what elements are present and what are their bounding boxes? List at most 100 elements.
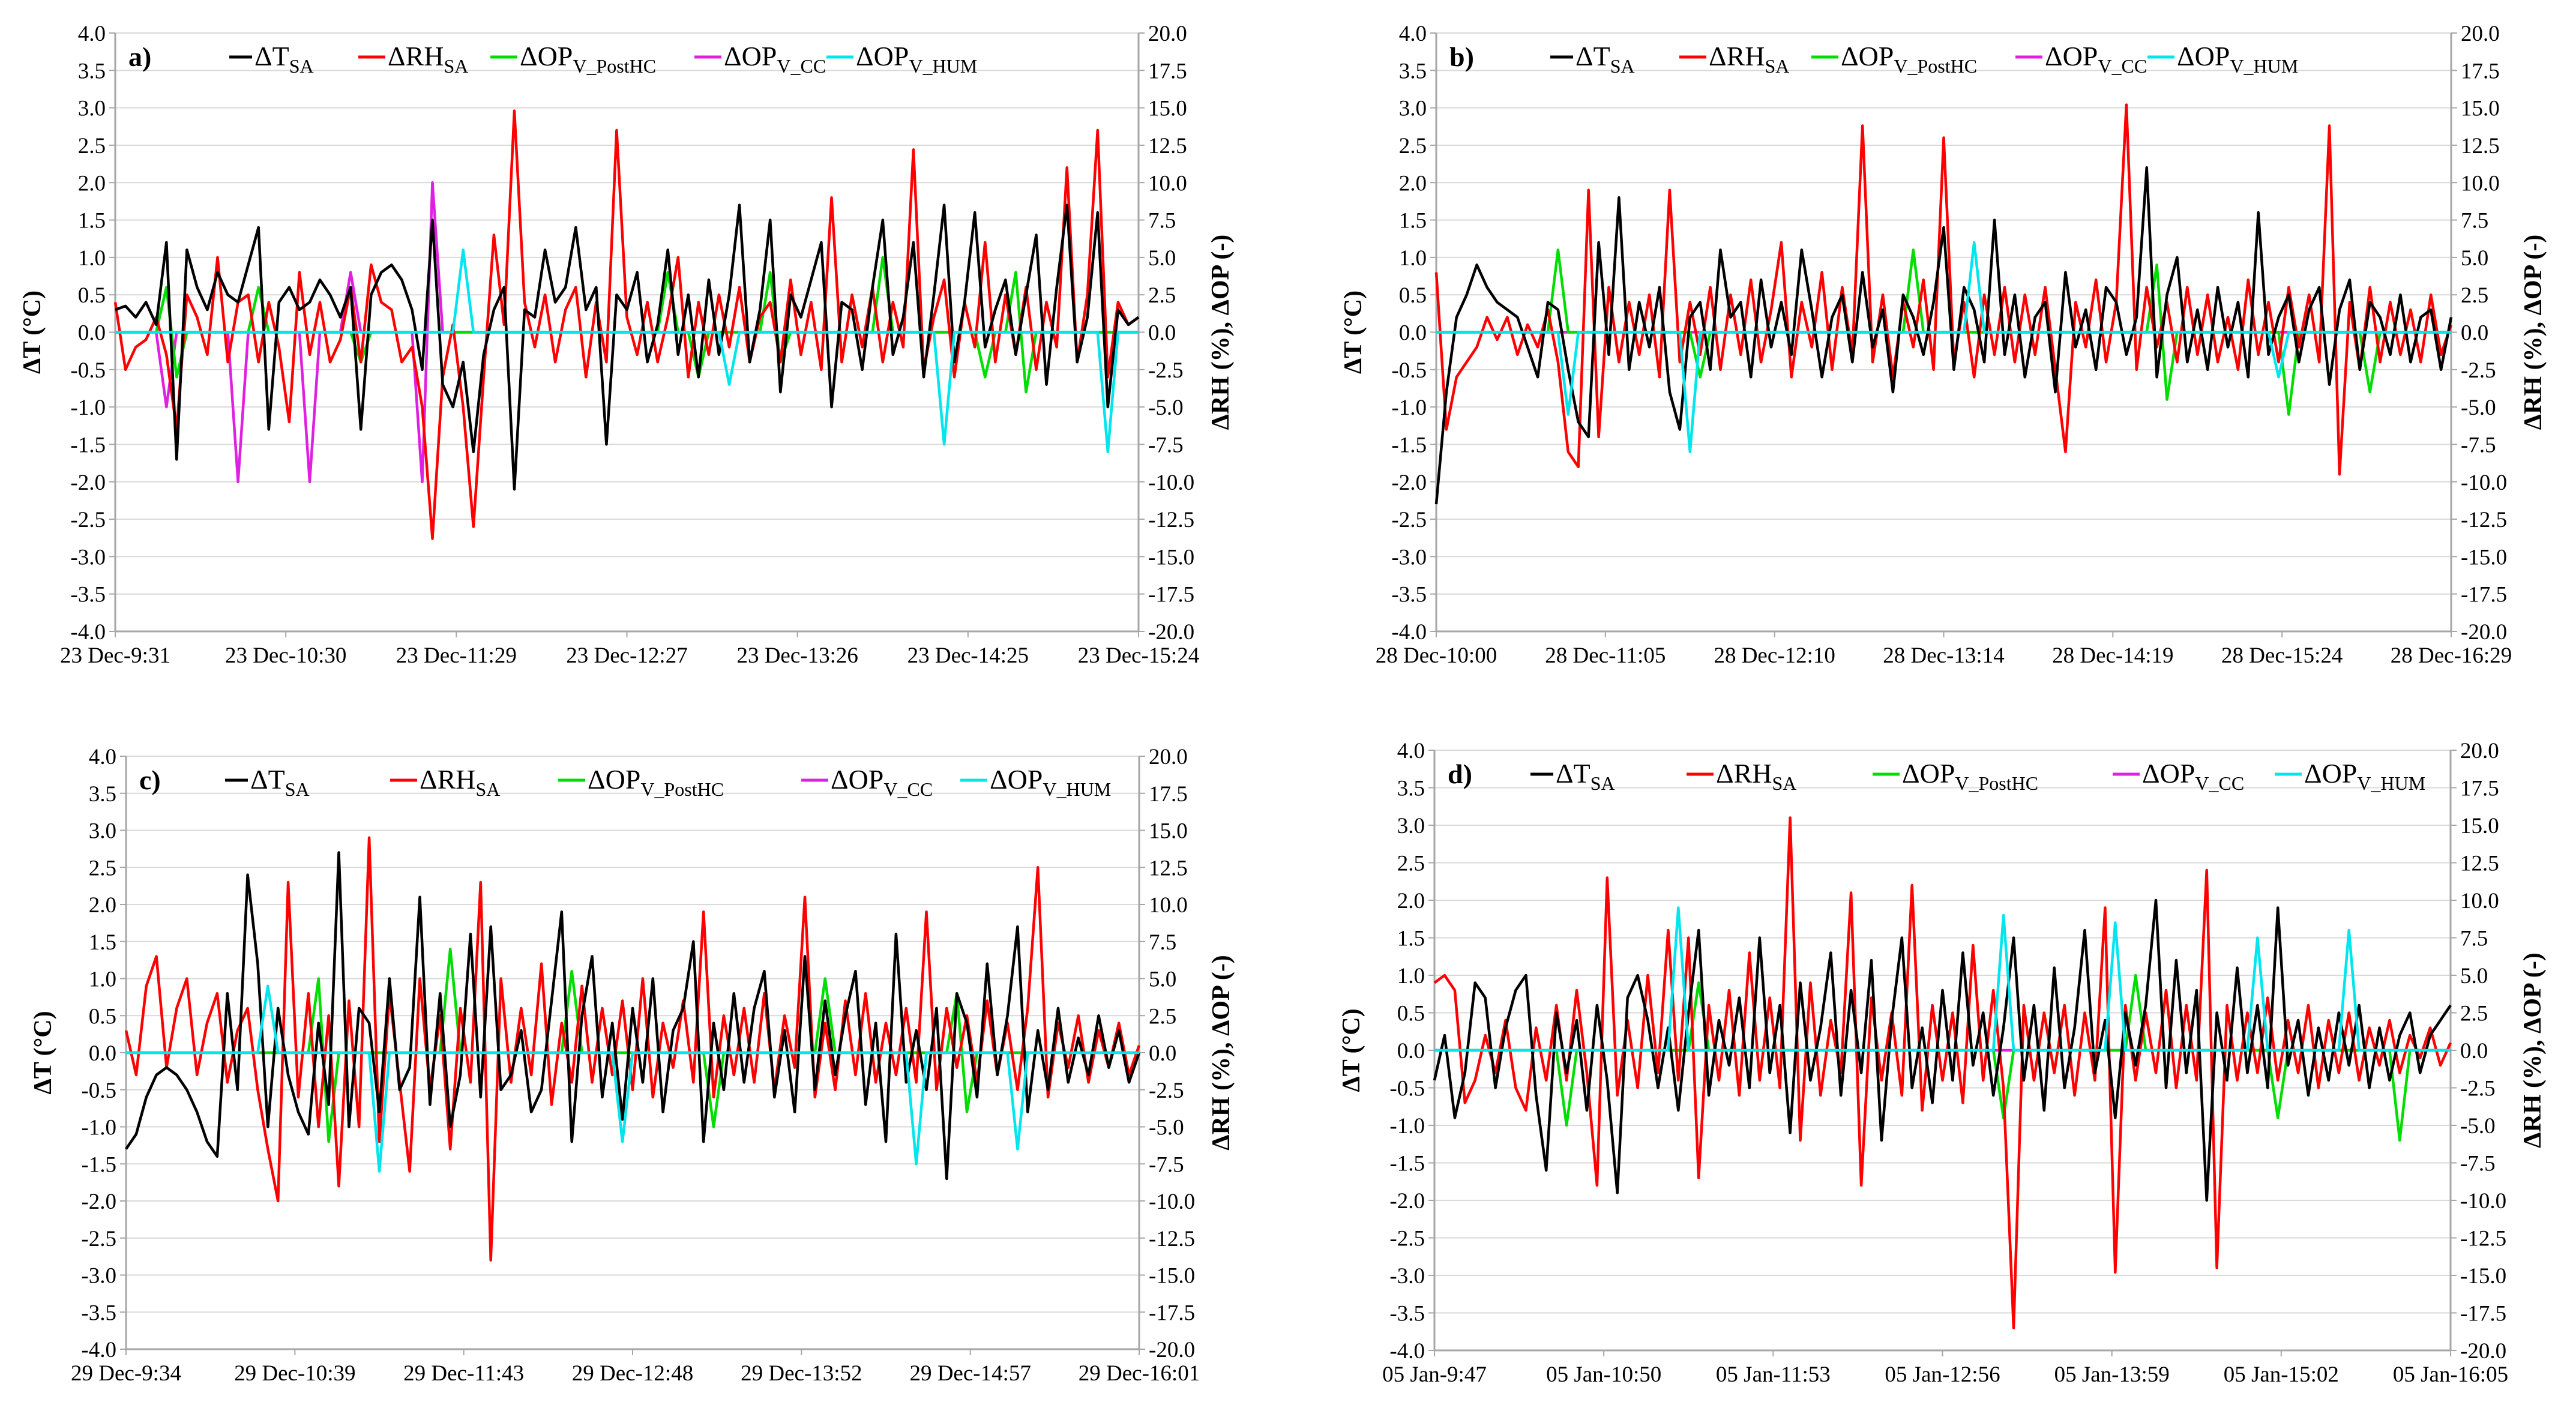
legend-label-main: ΔOP xyxy=(2142,758,2195,789)
y-tick-label: -2.0 xyxy=(1391,471,1427,495)
y-axis-title: ΔT (°C) xyxy=(1340,290,1367,374)
y-tick-label: -2.0 xyxy=(70,471,106,495)
legend-label-dOP_V_PostHC: ΔOPV_PostHC xyxy=(1902,758,2038,794)
y-tick-label: -0.5 xyxy=(1391,358,1427,383)
y-tick-label: 1.5 xyxy=(1397,927,1425,951)
y-tick-label: 4.0 xyxy=(78,22,106,46)
legend-label-sub: V_CC xyxy=(777,55,826,77)
legend-label-main: ΔOP xyxy=(2045,41,2098,71)
y-tick-label: 2.0 xyxy=(1397,889,1425,913)
y2-tick-label: -12.5 xyxy=(1149,1227,1195,1251)
y2-tick-label: -10.0 xyxy=(2460,1189,2506,1214)
x-tick-label: 23 Dec-11:29 xyxy=(396,643,517,668)
y-tick-label: -2.0 xyxy=(1389,1189,1425,1214)
y2-axis-title: ΔRH (%), ΔOP (-) xyxy=(2519,952,2547,1148)
y-tick-label: 0.0 xyxy=(1397,1039,1425,1064)
y-tick-label: -1.5 xyxy=(1391,433,1427,457)
y-tick-label: -3.5 xyxy=(1389,1302,1425,1326)
y2-tick-label: 7.5 xyxy=(2461,209,2488,233)
y2-tick-label: 5.0 xyxy=(2460,964,2488,988)
y-tick-label: 3.0 xyxy=(1399,97,1427,121)
legend-label-sub: V_PostHC xyxy=(640,778,724,800)
series-line-dT_SA xyxy=(1433,898,2452,1202)
legend-label-sub: V_PostHC xyxy=(573,55,656,77)
x-tick-label: 28 Dec-15:24 xyxy=(2221,643,2343,668)
y-tick-label: 1.5 xyxy=(1399,209,1427,233)
y-tick-label: -1.0 xyxy=(81,1116,116,1140)
y2-tick-label: -2.5 xyxy=(2460,1077,2496,1101)
y-tick-label: -1.0 xyxy=(1389,1114,1425,1139)
y-tick-label: -1.5 xyxy=(81,1152,116,1177)
y2-tick-label: -2.5 xyxy=(1149,1079,1184,1103)
y-tick-label: -0.5 xyxy=(1389,1077,1425,1101)
y-tick-label: 4.0 xyxy=(1399,22,1427,46)
legend-label-dOP_V_CC: ΔOPV_CC xyxy=(2142,758,2244,794)
y2-tick-label: -7.5 xyxy=(1149,1152,1184,1177)
y-tick-label: -2.5 xyxy=(70,508,106,532)
y2-tick-label: 5.0 xyxy=(2461,246,2488,271)
legend-label-main: ΔRH xyxy=(420,764,475,795)
y-tick-label: -4.0 xyxy=(70,620,106,645)
legend-label-main: ΔRH xyxy=(1716,758,1772,789)
legend-label-main: ΔT xyxy=(250,764,285,795)
x-tick-label: 23 Dec-10:30 xyxy=(225,643,346,668)
x-tick-label: 28 Dec-13:14 xyxy=(1883,643,2004,668)
y2-tick-label: -10.0 xyxy=(2461,471,2507,495)
y-tick-label: 2.0 xyxy=(78,171,106,196)
y2-tick-label: -5.0 xyxy=(1148,396,1184,420)
x-tick-label: 23 Dec-15:24 xyxy=(1078,643,1199,668)
panel-label: b) xyxy=(1449,41,1474,72)
y-tick-label: 2.5 xyxy=(1399,134,1427,158)
chart-panel-3: -4.0 -3.5 -3.0 -2.5 -2.0 -1.5 -1.0 -0.5 0.0 0.5 1.… xyxy=(29,745,1235,1386)
y2-tick-label: 17.5 xyxy=(2461,59,2500,83)
y2-tick-label: 7.5 xyxy=(1148,209,1176,233)
y-tick-label: 0.5 xyxy=(89,1004,116,1029)
legend-label-dRH_SA: ΔRHSA xyxy=(1709,41,1789,77)
y-tick-label: -3.0 xyxy=(1389,1264,1425,1289)
y2-tick-label: 7.5 xyxy=(1149,930,1176,955)
y-axis-title: ΔT (°C) xyxy=(19,290,46,374)
legend-label-dOP_V_PostHC: ΔOPV_PostHC xyxy=(520,41,656,77)
x-tick-label: 05 Jan-10:50 xyxy=(1546,1362,1661,1387)
y2-tick-label: -15.0 xyxy=(2461,545,2507,570)
x-tick-label: 29 Dec-11:43 xyxy=(403,1361,524,1386)
legend-label-main: ΔOP xyxy=(990,764,1043,795)
y2-tick-label: -17.5 xyxy=(2460,1302,2506,1326)
y2-tick-label: -20.0 xyxy=(2461,620,2507,645)
y-tick-label: 2.5 xyxy=(1397,852,1425,876)
legend-label-main: ΔOP xyxy=(2304,758,2357,789)
y-tick-label: -2.0 xyxy=(81,1190,116,1214)
x-tick-label: 28 Dec-12:10 xyxy=(1714,643,1835,668)
series-line-dOP_V_HUM xyxy=(126,984,1139,1173)
legend-label-dRH_SA: ΔRHSA xyxy=(388,41,468,77)
x-tick-label: 29 Dec-13:52 xyxy=(741,1361,862,1386)
y2-tick-label: 17.5 xyxy=(2460,777,2499,801)
y2-tick-label: 7.5 xyxy=(2460,927,2488,951)
legend-label-dT_SA: ΔTSA xyxy=(250,764,310,800)
y-tick-label: -1.5 xyxy=(70,433,106,457)
legend-label-main: ΔT xyxy=(254,41,289,71)
y2-tick-label: 20.0 xyxy=(2461,22,2500,46)
y-tick-label: 1.5 xyxy=(78,209,106,233)
y2-tick-label: -15.0 xyxy=(2460,1264,2506,1289)
series-line-dT_SA xyxy=(125,851,1141,1181)
y2-tick-label: 0.0 xyxy=(1149,1041,1176,1066)
y2-axis-title: ΔRH (%), ΔOP (-) xyxy=(1208,955,1235,1151)
legend-label-dT_SA: ΔTSA xyxy=(254,41,314,77)
legend-label-main: ΔOP xyxy=(2177,41,2230,71)
y-tick-label: -1.5 xyxy=(1389,1152,1425,1176)
y2-tick-label: -5.0 xyxy=(2460,1114,2496,1139)
y-tick-label: -0.5 xyxy=(81,1079,116,1103)
x-tick-label: 29 Dec-9:34 xyxy=(71,1361,181,1386)
y-tick-label: 4.0 xyxy=(89,745,116,769)
legend-label-sub: SA xyxy=(444,55,468,77)
x-tick-label: 28 Dec-16:29 xyxy=(2391,643,2512,668)
legend-label-sub: V_HUM xyxy=(2357,772,2425,794)
series-line-dT_SA xyxy=(1434,166,2453,505)
y-tick-label: -2.5 xyxy=(1391,508,1427,532)
legend-label-main: ΔOP xyxy=(588,764,640,795)
y2-tick-label: 20.0 xyxy=(1149,745,1188,769)
y2-tick-label: -20.0 xyxy=(1148,620,1194,645)
y-tick-label: 0.5 xyxy=(1399,283,1427,308)
y-tick-label: 2.0 xyxy=(89,893,116,918)
